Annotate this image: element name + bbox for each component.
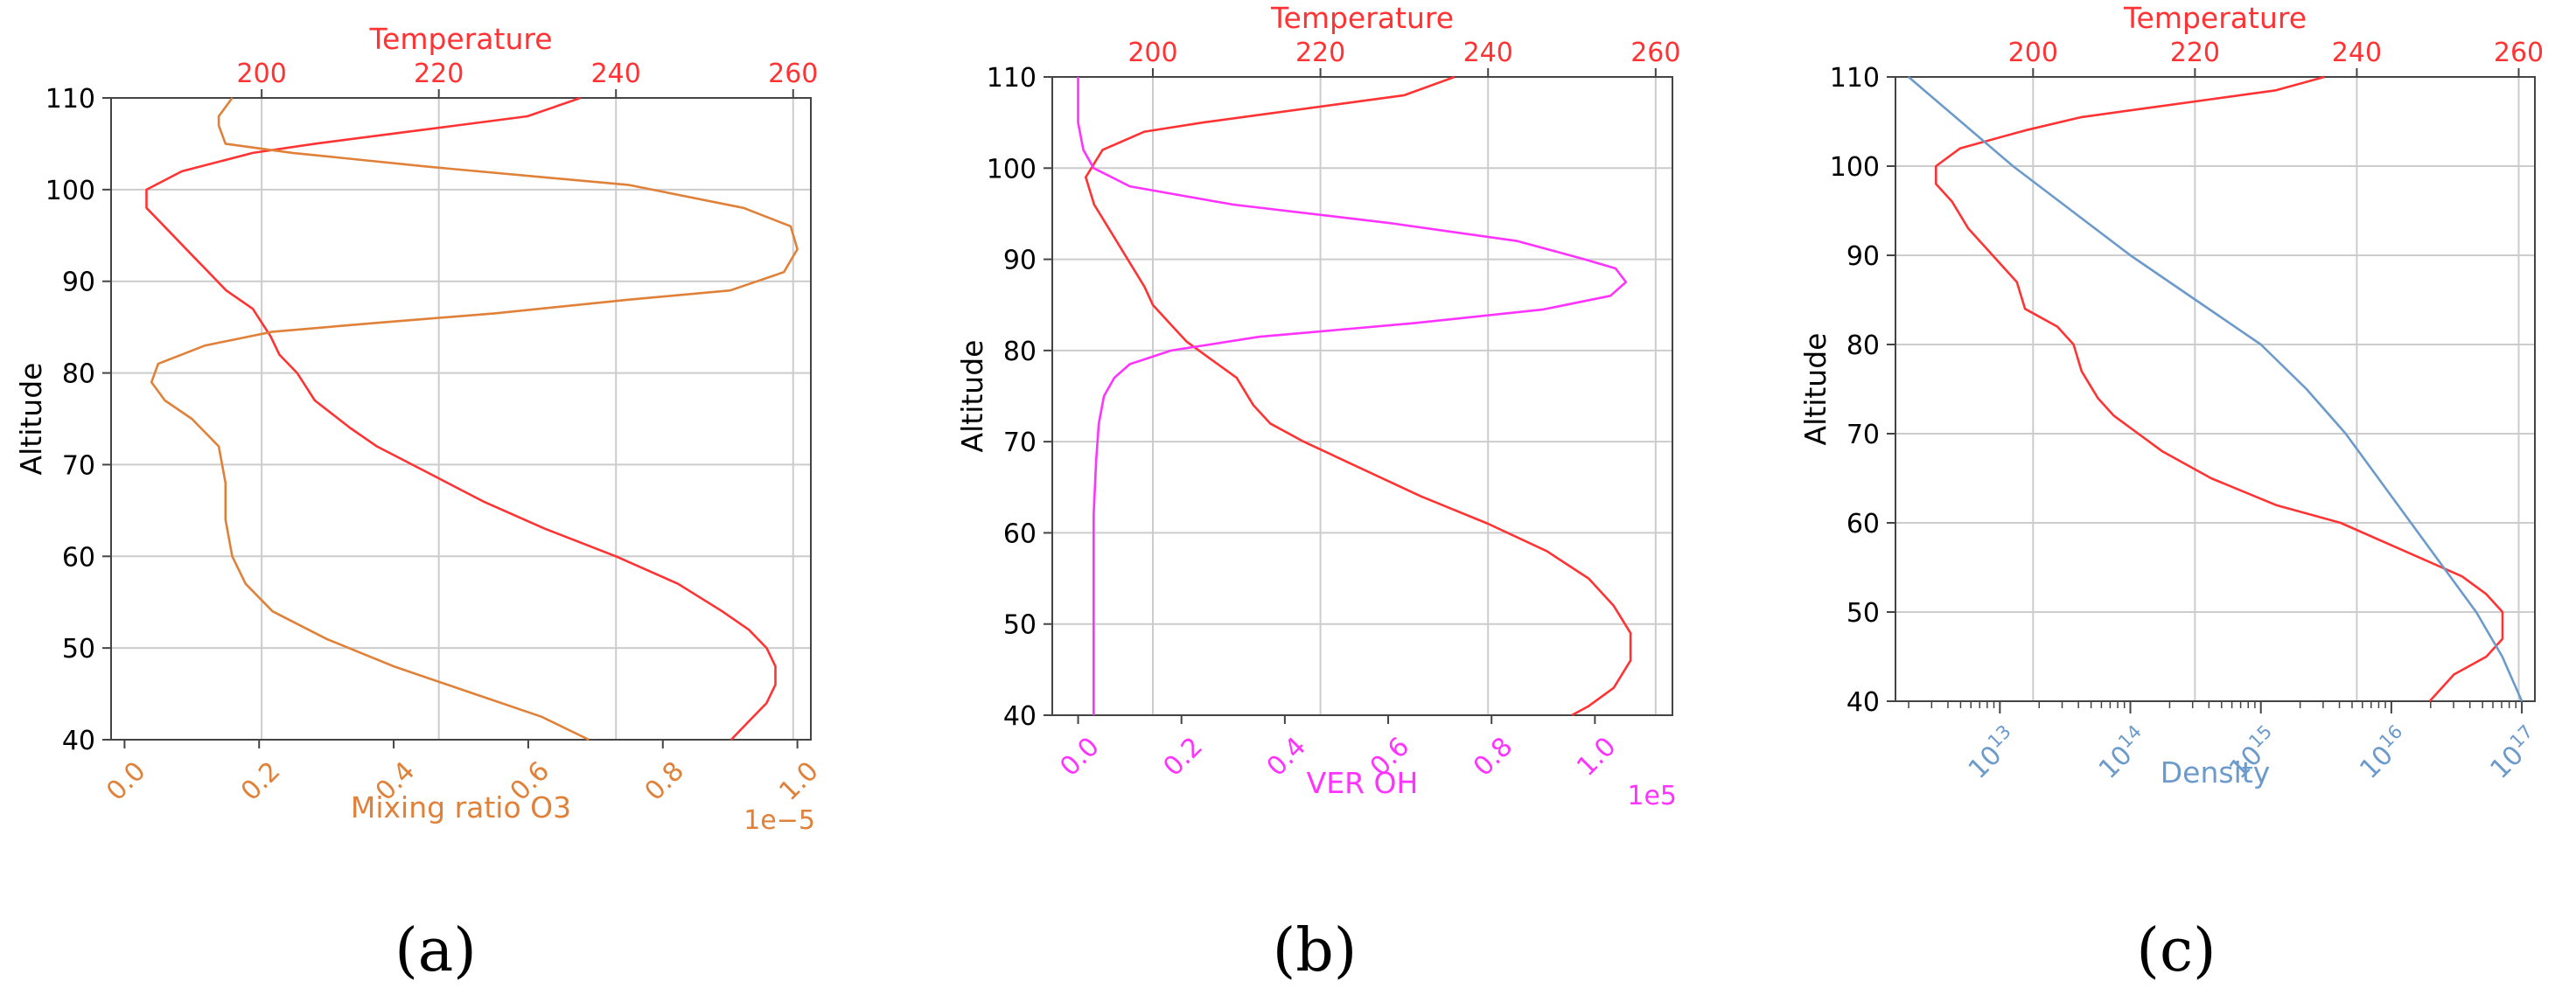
y-tick-label: 80 <box>1846 331 1880 361</box>
bottom-tick-label: 1017 <box>2482 720 2546 784</box>
y-axis-title: Altitude <box>955 340 989 453</box>
bottom-tick-label: 0.8 <box>639 755 689 806</box>
panel-label: (a) <box>394 916 477 985</box>
y-tick-label: 100 <box>1830 152 1880 183</box>
y-tick-label: 110 <box>987 63 1037 94</box>
chart-panel-c: 40 50 60 70 80 90 100 110 Altitude 200 220 240 260 Te… <box>1798 1 2546 985</box>
top-tick-label: 200 <box>2008 38 2058 68</box>
y-tick-label: 50 <box>1003 610 1037 641</box>
chart-panel-a: 40 50 60 70 80 90 100 110 Altitude 200 220 240 260 Te… <box>14 22 825 985</box>
bottom-tick-label: 1014 <box>2091 720 2154 784</box>
y-tick-label: 70 <box>1003 428 1037 458</box>
bottom-tick-label: 0.2 <box>235 755 286 806</box>
y-tick-label: 90 <box>62 268 95 298</box>
y-tick-label: 40 <box>1003 701 1037 732</box>
top-tick-label: 260 <box>768 59 818 89</box>
y-tick-label: 60 <box>62 542 95 573</box>
bottom-tick-label: 0.2 <box>1157 731 1208 782</box>
y-tick-label: 110 <box>45 84 95 115</box>
bottom-tick-label: 0.0 <box>1054 731 1105 782</box>
chart-panel-b: 40 50 60 70 80 90 100 110 Altitude 200 220 240 260 Te… <box>955 1 1680 985</box>
y-tick-label: 70 <box>62 450 95 481</box>
y-tick-label: 50 <box>1846 598 1880 629</box>
top-tick-label: 260 <box>1630 38 1680 68</box>
top-axis-title: Temperature <box>368 22 552 56</box>
series-line-ver-oh <box>1077 77 1628 715</box>
series-line-mixing-ratio-o3 <box>150 97 799 741</box>
top-tick-label: 240 <box>1463 38 1513 68</box>
bottom-tick-label: 1.0 <box>773 755 824 806</box>
y-tick-label: 100 <box>987 154 1037 184</box>
y-tick-label: 90 <box>1846 241 1880 272</box>
y-tick-label: 60 <box>1846 509 1880 539</box>
bottom-axis-title: VER OH <box>1307 766 1419 800</box>
top-tick-label: 260 <box>2494 38 2544 68</box>
y-tick-label: 110 <box>1830 63 1880 94</box>
bottom-offset-text: 1e5 <box>1627 781 1677 811</box>
y-axis-title: Altitude <box>1798 333 1833 446</box>
top-tick-label: 200 <box>1127 38 1177 68</box>
y-tick-label: 50 <box>62 634 95 665</box>
bottom-tick-label: 1.0 <box>1571 731 1622 782</box>
top-axis-title: Temperature <box>2123 1 2307 35</box>
series-line-temperature <box>145 96 777 741</box>
plot-frame <box>110 97 812 741</box>
y-tick-label: 90 <box>1003 246 1037 276</box>
bottom-axis-title: Mixing ratio O3 <box>351 790 571 825</box>
top-tick-label: 220 <box>2170 38 2220 68</box>
bottom-tick-label: 1016 <box>2351 720 2415 784</box>
y-tick-label: 40 <box>62 726 95 756</box>
top-tick-label: 240 <box>591 59 641 89</box>
top-tick-label: 200 <box>237 59 287 89</box>
plot-frame <box>1895 76 2536 702</box>
y-tick-label: 60 <box>1003 518 1037 549</box>
bottom-tick-label: 0.4 <box>1261 731 1312 782</box>
panel-label: (c) <box>2136 916 2216 985</box>
bottom-tick-label: 1013 <box>1960 720 2024 784</box>
series-line-temperature <box>1935 75 2504 702</box>
series-line-density <box>1908 76 2524 702</box>
top-tick-label: 240 <box>2332 38 2382 68</box>
y-tick-label: 80 <box>1003 337 1037 367</box>
top-tick-label: 220 <box>1295 38 1345 68</box>
plot-frame <box>1051 76 1673 716</box>
series-line-temperature <box>1085 75 1632 717</box>
bottom-axis-title: Density <box>2161 755 2270 790</box>
top-axis-title: Temperature <box>1270 1 1454 35</box>
bottom-tick-label: 0.0 <box>101 755 151 806</box>
top-tick-label: 220 <box>414 59 464 89</box>
y-tick-label: 80 <box>62 359 95 390</box>
panel-label: (b) <box>1273 916 1358 985</box>
y-tick-label: 100 <box>45 176 95 206</box>
bottom-tick-label: 0.8 <box>1468 731 1518 782</box>
y-axis-title: Altitude <box>14 363 48 476</box>
bottom-offset-text: 1e−5 <box>743 805 815 836</box>
y-tick-label: 70 <box>1846 420 1880 450</box>
y-tick-label: 40 <box>1846 687 1880 718</box>
